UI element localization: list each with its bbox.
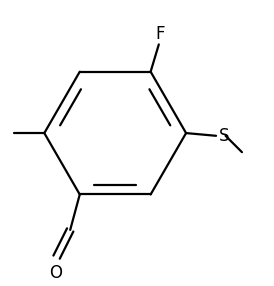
Text: O: O (49, 264, 62, 282)
Text: F: F (155, 25, 165, 43)
Text: S: S (219, 127, 230, 145)
